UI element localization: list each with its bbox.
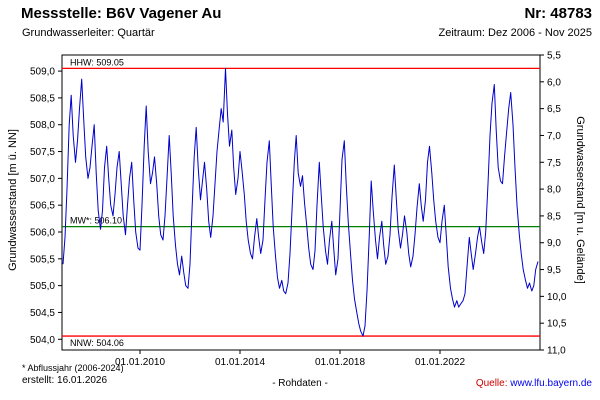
y-left-tick-label: 507,0: [30, 174, 55, 185]
source-link[interactable]: www.lfu.bayern.de: [510, 378, 592, 389]
y-left-tick-label: 505,0: [30, 281, 55, 292]
y-left-tick-label: 505,5: [30, 254, 55, 265]
ref-line-label-hhw: HHW: 509.05: [70, 57, 124, 67]
y-right-tick-label: 8,5: [547, 211, 561, 222]
station-number: Nr: 48783: [524, 5, 592, 22]
x-tick-label: 01.01.2010: [115, 357, 165, 368]
y-axis-title-right: Grundwasserstand [m u. Gelände]: [574, 116, 586, 284]
footnote-abflussjahr: * Abflussjahr (2006-2024): [22, 363, 124, 373]
aquifer-label: Grundwasserleiter: Quartär: [22, 27, 155, 39]
y-right-tick-label: 6,5: [547, 104, 561, 115]
y-right-tick-label: 9,5: [547, 265, 561, 276]
y-right-tick-label: 6,0: [547, 77, 561, 88]
x-tick-label: 01.01.2018: [315, 357, 365, 368]
created-date: erstellt: 16.01.2026: [22, 375, 108, 386]
y-right-tick-label: 9,0: [547, 238, 561, 249]
y-left-tick-label: 504,0: [30, 335, 55, 346]
source-line: Quelle: www.lfu.bayern.de: [476, 378, 592, 389]
ref-line-label-mw: MW*: 506.10: [70, 216, 122, 226]
page-title: Messstelle: B6V Vagener Au: [21, 5, 222, 22]
y-right-tick-label: 8,0: [547, 185, 561, 196]
ref-line-label-nnw: NNW: 504.06: [70, 338, 124, 348]
y-right-tick-label: 11,0: [547, 346, 566, 357]
y-left-tick-label: 509,0: [30, 67, 55, 78]
y-right-tick-label: 10,0: [547, 292, 567, 303]
y-left-tick-label: 506,5: [30, 201, 55, 212]
y-left-tick-label: 506,0: [30, 228, 55, 239]
y-left-tick-label: 507,5: [30, 147, 55, 158]
data-type-label: - Rohdaten -: [272, 378, 328, 389]
x-tick-label: 01.01.2014: [215, 357, 265, 368]
source-label: Quelle:: [475, 378, 508, 389]
y-left-tick-label: 508,5: [30, 93, 55, 104]
y-left-tick-label: 508,0: [30, 120, 55, 131]
groundwater-level-series: [62, 67, 539, 337]
period-label: Zeitraum: Dez 2006 - Nov 2025: [438, 27, 592, 39]
y-axis-title-left: Grundwasserstand [m ü. NN]: [7, 129, 19, 271]
y-right-tick-label: 5,5: [547, 51, 561, 62]
y-right-tick-label: 7,5: [547, 158, 561, 169]
y-left-tick-label: 504,5: [30, 308, 55, 319]
y-right-tick-label: 10,5: [547, 319, 567, 330]
y-right-tick-label: 7,0: [547, 131, 561, 142]
x-tick-label: 01.01.2022: [415, 357, 465, 368]
